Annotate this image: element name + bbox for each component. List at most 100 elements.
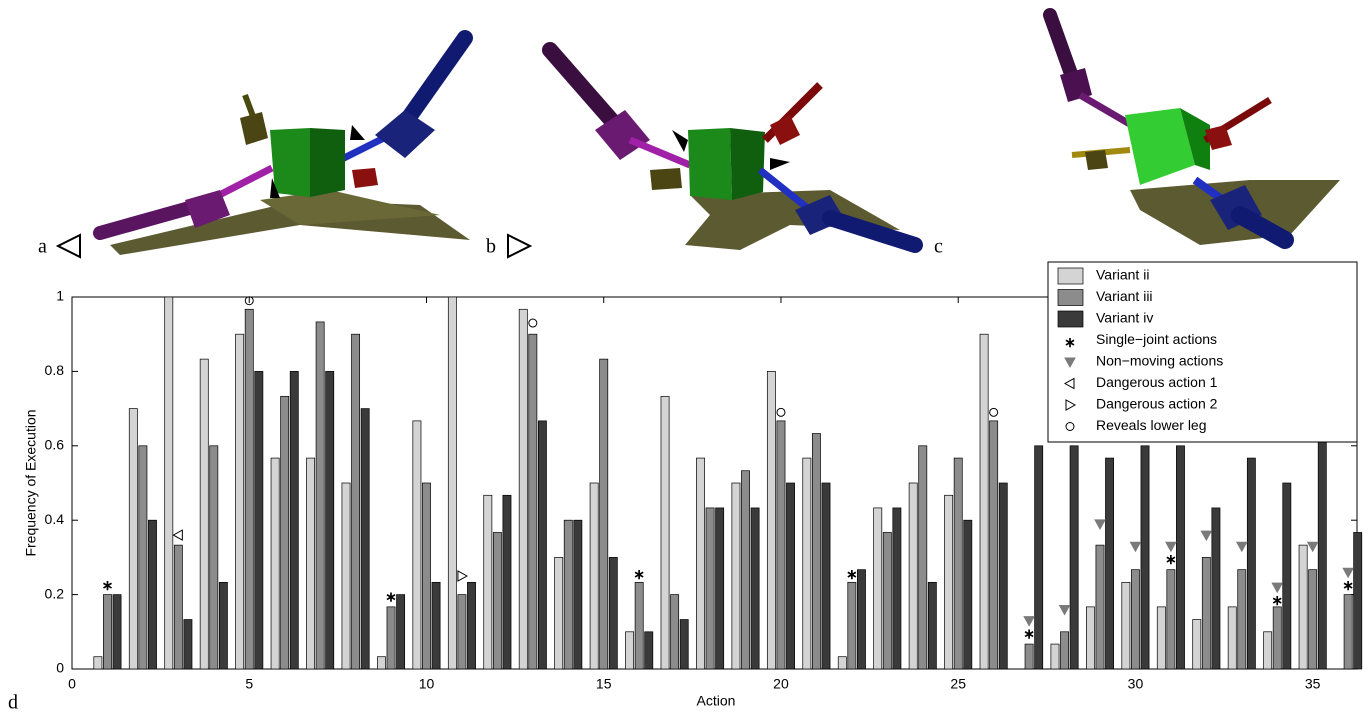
marker (1060, 605, 1070, 614)
bar (493, 532, 501, 669)
marker (1166, 542, 1176, 551)
bar (1122, 582, 1130, 669)
bar (1105, 458, 1113, 669)
bar (999, 483, 1007, 669)
bar (609, 557, 617, 669)
bar (741, 471, 749, 669)
x-tick-label: 30 (1128, 676, 1144, 692)
bar (635, 582, 643, 669)
marker: ∗ (1271, 592, 1283, 608)
bar (1157, 607, 1165, 669)
bar (1344, 595, 1352, 669)
y-tick-label: 0 (56, 660, 64, 676)
bar (1025, 644, 1033, 669)
marker: ∗ (1165, 551, 1177, 567)
x-tick-label: 0 (68, 676, 76, 692)
bar (1238, 570, 1246, 669)
bar (467, 582, 475, 669)
bar (1060, 632, 1068, 669)
x-tick-label: 25 (950, 676, 966, 692)
bar (422, 483, 430, 669)
x-tick-label: 5 (245, 676, 253, 692)
bar (529, 334, 537, 669)
bar (519, 309, 527, 669)
marker (1130, 542, 1140, 551)
bar (1051, 644, 1059, 669)
bar (129, 409, 137, 669)
bar (919, 446, 927, 669)
bar (777, 421, 785, 669)
bar (1035, 446, 1043, 669)
bar (165, 297, 173, 669)
legend-label: Variant iv (1096, 310, 1153, 326)
panel-label: b (486, 236, 496, 258)
bar (964, 520, 972, 669)
bar (236, 334, 244, 669)
bar (290, 371, 298, 669)
bar (954, 458, 962, 669)
bar (848, 582, 856, 669)
bar (909, 483, 917, 669)
bar (706, 508, 714, 669)
bar (326, 371, 334, 669)
render-a (100, 38, 470, 255)
marker (1237, 542, 1247, 551)
bar (600, 359, 608, 669)
bar (219, 582, 227, 669)
bar (538, 421, 546, 669)
bar (1283, 483, 1291, 669)
bar (432, 582, 440, 669)
bar (883, 532, 891, 669)
marker (1308, 542, 1318, 551)
bar (448, 297, 456, 669)
bar (661, 396, 669, 669)
x-tick-label: 15 (596, 676, 612, 692)
legend-label: Dangerous action 1 (1096, 374, 1218, 390)
bar (696, 458, 704, 669)
marker (1201, 531, 1211, 540)
bar (574, 520, 582, 669)
x-tick-label: 10 (419, 676, 435, 692)
bar (626, 632, 634, 669)
legend-label: Single−joint actions (1096, 331, 1217, 347)
bar (503, 495, 511, 669)
bar (255, 371, 263, 669)
bar (990, 421, 998, 669)
bar (1086, 607, 1094, 669)
bar (812, 434, 820, 669)
bar (645, 632, 653, 669)
legend-swatch (1058, 311, 1083, 327)
marker: ∗ (102, 577, 114, 593)
bar (200, 359, 208, 669)
legend-symbol: ∗ (1064, 334, 1076, 350)
bar (671, 595, 679, 669)
bar (103, 595, 111, 669)
panel-label: a (38, 236, 47, 258)
render-b (550, 50, 915, 250)
x-tick-label: 20 (773, 676, 789, 692)
bar (1264, 632, 1272, 669)
legend-label: Dangerous action 2 (1096, 396, 1218, 412)
bar (271, 458, 279, 669)
bar (210, 446, 218, 669)
y-tick-label: 0.6 (45, 437, 65, 453)
page: {"panel_labels": {"a": "a", "b": "b", "c… (0, 0, 1369, 713)
marker (1272, 583, 1282, 592)
marker: ∗ (1342, 577, 1354, 593)
bar (1131, 570, 1139, 669)
bar (590, 483, 598, 669)
bar (245, 309, 253, 669)
bar (342, 483, 350, 669)
bar (458, 595, 466, 669)
render-c (1050, 15, 1340, 245)
bar (397, 595, 405, 669)
marker (529, 319, 537, 327)
bar (184, 620, 192, 669)
y-tick-label: 1 (56, 288, 64, 304)
legend-label: Reveals lower leg (1096, 417, 1207, 433)
bar (94, 657, 102, 669)
bar (1273, 607, 1281, 669)
bar (306, 458, 314, 669)
bar (1202, 557, 1210, 669)
bar (732, 483, 740, 669)
